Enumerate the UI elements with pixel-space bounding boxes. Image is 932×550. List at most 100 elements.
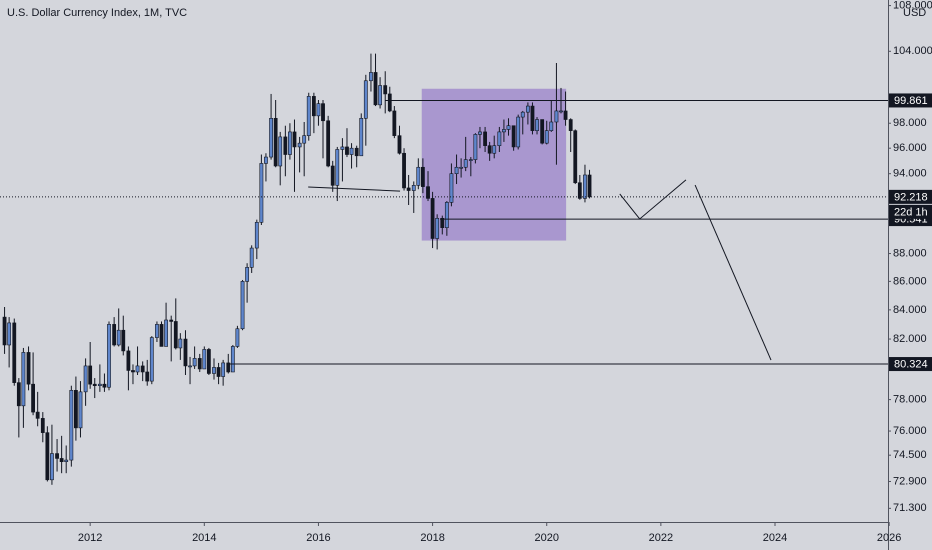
candle-body [2, 316, 7, 346]
candle-body [55, 453, 59, 459]
candle-body [7, 322, 12, 346]
candle-body [297, 142, 302, 148]
x-tick-label: 2024 [763, 532, 787, 544]
candle-body [544, 130, 549, 144]
candle-body [326, 120, 331, 167]
candle-body [212, 367, 216, 374]
candle-body [159, 324, 164, 347]
candle-body [188, 365, 192, 368]
candle-body [511, 125, 516, 148]
candle-body [416, 166, 421, 186]
candle-body [383, 85, 388, 95]
candle-body [88, 365, 93, 385]
candle-body [140, 365, 145, 373]
y-tick-label: 71.300 [893, 502, 927, 514]
candle-body [31, 383, 36, 413]
candle-body [197, 358, 202, 370]
x-tick-label: 2022 [649, 532, 673, 544]
candle-body [116, 329, 121, 346]
candle-body [363, 80, 368, 119]
candle-body [378, 85, 382, 106]
candle-body [292, 131, 297, 148]
hline-price-label: 99.861 [894, 95, 928, 107]
candle-body [78, 391, 83, 429]
candle-body [102, 383, 107, 388]
candle-body [112, 324, 117, 346]
candle-body [121, 329, 126, 352]
candle-body [525, 105, 530, 113]
candle-body [21, 352, 26, 407]
candle-body [397, 135, 402, 154]
x-tick-label: 2014 [192, 532, 216, 544]
candle-body [354, 147, 359, 157]
candle-body [149, 337, 154, 382]
y-tick-label: 72.900 [893, 475, 927, 487]
candle-body [487, 145, 492, 154]
candle-body [506, 125, 511, 130]
candle-body [202, 349, 207, 370]
candle-body [568, 119, 573, 131]
candle-body [554, 110, 559, 123]
candle-body [135, 365, 140, 373]
candle-body [59, 458, 64, 463]
y-tick-label: 82.000 [893, 333, 927, 345]
candle-body [577, 182, 582, 199]
candle-body [454, 166, 459, 174]
candle-body [155, 324, 159, 338]
candle-body [449, 173, 454, 203]
candle-body [345, 146, 349, 155]
candle-body [440, 217, 445, 228]
hline-price-label: 80.324 [894, 358, 928, 370]
candle-body [206, 349, 211, 374]
candle-body [97, 383, 102, 387]
candle-body [35, 411, 40, 419]
candle-body [83, 365, 88, 393]
candle-body [530, 105, 535, 131]
candle-body [402, 152, 406, 189]
candle-body [340, 146, 345, 150]
candle-body [278, 136, 283, 167]
candle-body [254, 222, 259, 249]
candle-body [516, 116, 521, 148]
y-tick-label: 74.500 [893, 449, 927, 461]
candle-body [69, 390, 74, 461]
candle-body [406, 187, 411, 191]
candle-body [520, 111, 525, 118]
candle-body [459, 166, 464, 169]
x-tick-label: 2026 [877, 532, 901, 544]
candle-body [221, 362, 226, 377]
x-tick-label: 2016 [306, 532, 330, 544]
candle-body [583, 174, 587, 199]
candle-body [249, 247, 254, 268]
candle-body [349, 147, 354, 155]
y-tick-label: 86.000 [893, 275, 927, 287]
candle-body [306, 96, 311, 136]
currency-label: USD [903, 7, 926, 19]
candle-body [587, 174, 592, 198]
candle-body [92, 383, 97, 387]
x-tick-label: 2020 [534, 532, 558, 544]
candle-body [540, 119, 545, 144]
candle-body [535, 119, 539, 131]
trend-line [694, 184, 772, 361]
candle-body [483, 131, 487, 146]
candle-body [316, 103, 321, 117]
y-tick-label: 108.000 [893, 0, 932, 11]
candle-body [230, 346, 235, 373]
candle-body [283, 136, 288, 155]
candle-body [373, 72, 378, 106]
candle-body [64, 459, 69, 463]
countdown-label-bg [889, 204, 932, 219]
candle-body [359, 118, 364, 157]
hline-price-label-bg [889, 93, 932, 108]
candle-body [502, 129, 506, 133]
y-tick-label: 98.000 [893, 117, 927, 129]
candle-body [216, 367, 221, 377]
candle-body [426, 186, 430, 199]
candle-body [145, 371, 150, 382]
candle-body [468, 159, 473, 161]
candle-body [411, 185, 416, 191]
